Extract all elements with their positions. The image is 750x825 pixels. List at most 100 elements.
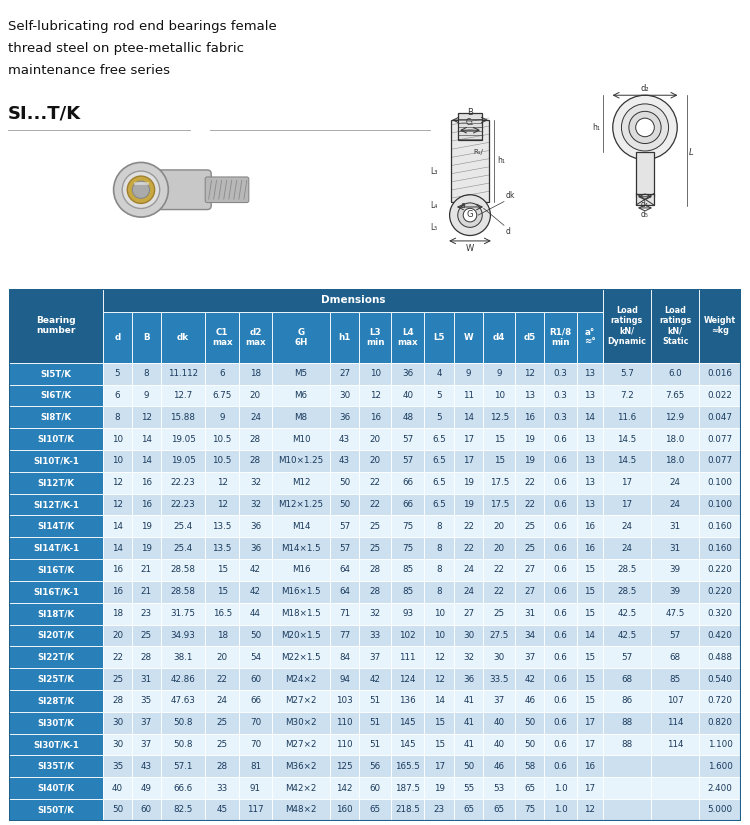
Text: 17: 17 (621, 478, 632, 488)
Bar (544, 756, 577, 777)
Text: 12.7: 12.7 (173, 391, 193, 400)
Bar (603, 712, 651, 733)
Text: 5.7: 5.7 (620, 369, 634, 378)
Text: 36: 36 (339, 412, 350, 422)
Text: 18.0: 18.0 (665, 456, 685, 465)
Text: 16: 16 (141, 500, 152, 509)
Text: 24: 24 (622, 544, 632, 553)
Bar (9, 289, 104, 363)
Text: 41: 41 (464, 719, 474, 727)
Bar (603, 363, 651, 384)
Bar (160, 603, 206, 625)
Bar (160, 756, 206, 777)
Bar (515, 428, 544, 450)
Bar (160, 777, 206, 799)
Bar (651, 493, 699, 516)
Text: 15: 15 (433, 719, 445, 727)
Text: SI14T/K-1: SI14T/K-1 (33, 544, 80, 553)
Bar (651, 756, 699, 777)
Text: 0.6: 0.6 (554, 631, 567, 640)
Bar (359, 733, 392, 756)
Bar (359, 777, 392, 799)
Bar (239, 668, 272, 690)
Bar (160, 581, 206, 603)
Bar (206, 581, 239, 603)
Text: 34: 34 (524, 631, 536, 640)
Text: 102: 102 (400, 631, 416, 640)
Bar (132, 559, 160, 581)
Text: SI16T/K: SI16T/K (38, 565, 75, 574)
Bar (424, 450, 454, 472)
Text: h1: h1 (338, 333, 351, 342)
Text: 1.600: 1.600 (708, 761, 733, 771)
Text: 13: 13 (584, 435, 596, 444)
Text: 5.000: 5.000 (707, 805, 733, 814)
Text: 12: 12 (112, 478, 123, 488)
Text: 31: 31 (141, 675, 152, 684)
Bar (104, 581, 132, 603)
Text: 35: 35 (141, 696, 152, 705)
Circle shape (122, 171, 160, 209)
Bar (132, 756, 160, 777)
Text: 6: 6 (220, 369, 225, 378)
Bar (577, 407, 603, 428)
Text: 5: 5 (436, 391, 442, 400)
Bar (651, 777, 699, 799)
Text: 85: 85 (402, 587, 413, 596)
Bar (699, 668, 741, 690)
Bar (454, 756, 483, 777)
Text: M12×1.25: M12×1.25 (278, 500, 323, 509)
Text: M22×1.5: M22×1.5 (281, 653, 321, 662)
Circle shape (464, 209, 477, 222)
Text: 57: 57 (339, 544, 350, 553)
Bar (9, 625, 104, 646)
Text: 0.6: 0.6 (554, 435, 567, 444)
Text: 19: 19 (464, 500, 474, 509)
Text: 12: 12 (217, 478, 228, 488)
Text: 25.4: 25.4 (173, 544, 193, 553)
Text: 18: 18 (217, 631, 228, 640)
Text: 0.220: 0.220 (708, 565, 733, 574)
Bar (454, 363, 483, 384)
Bar (239, 799, 272, 821)
Text: 84: 84 (339, 653, 350, 662)
Bar (9, 690, 104, 712)
Text: 50: 50 (250, 631, 261, 640)
Text: 13: 13 (584, 369, 596, 378)
Text: 10: 10 (494, 391, 505, 400)
Bar (515, 581, 544, 603)
Text: 114: 114 (667, 719, 683, 727)
Bar (515, 407, 544, 428)
Bar (603, 450, 651, 472)
Bar (699, 625, 741, 646)
Bar (454, 407, 483, 428)
Text: 11.6: 11.6 (617, 412, 637, 422)
Bar (330, 537, 359, 559)
Text: 56: 56 (370, 761, 381, 771)
Bar (330, 646, 359, 668)
Text: M16×1.5: M16×1.5 (281, 587, 321, 596)
Bar (603, 516, 651, 537)
Text: 32: 32 (463, 653, 474, 662)
Bar (544, 690, 577, 712)
Bar (104, 472, 132, 493)
Bar (9, 407, 104, 428)
Text: 27: 27 (524, 565, 536, 574)
Bar (206, 384, 239, 407)
Text: 38.1: 38.1 (173, 653, 193, 662)
Bar (544, 668, 577, 690)
Text: 24: 24 (670, 478, 680, 488)
Text: W: W (466, 243, 474, 252)
Text: 17.5: 17.5 (490, 478, 509, 488)
Text: 0.6: 0.6 (554, 761, 567, 771)
Text: 41: 41 (464, 696, 474, 705)
Text: SI16T/K-1: SI16T/K-1 (33, 587, 79, 596)
Bar (651, 690, 699, 712)
Bar (577, 312, 603, 363)
Text: 110: 110 (336, 740, 353, 749)
Text: 25: 25 (217, 740, 228, 749)
Text: d4: d4 (493, 333, 506, 342)
Bar (9, 472, 104, 493)
Text: M27×2: M27×2 (285, 696, 316, 705)
Bar (104, 363, 132, 384)
